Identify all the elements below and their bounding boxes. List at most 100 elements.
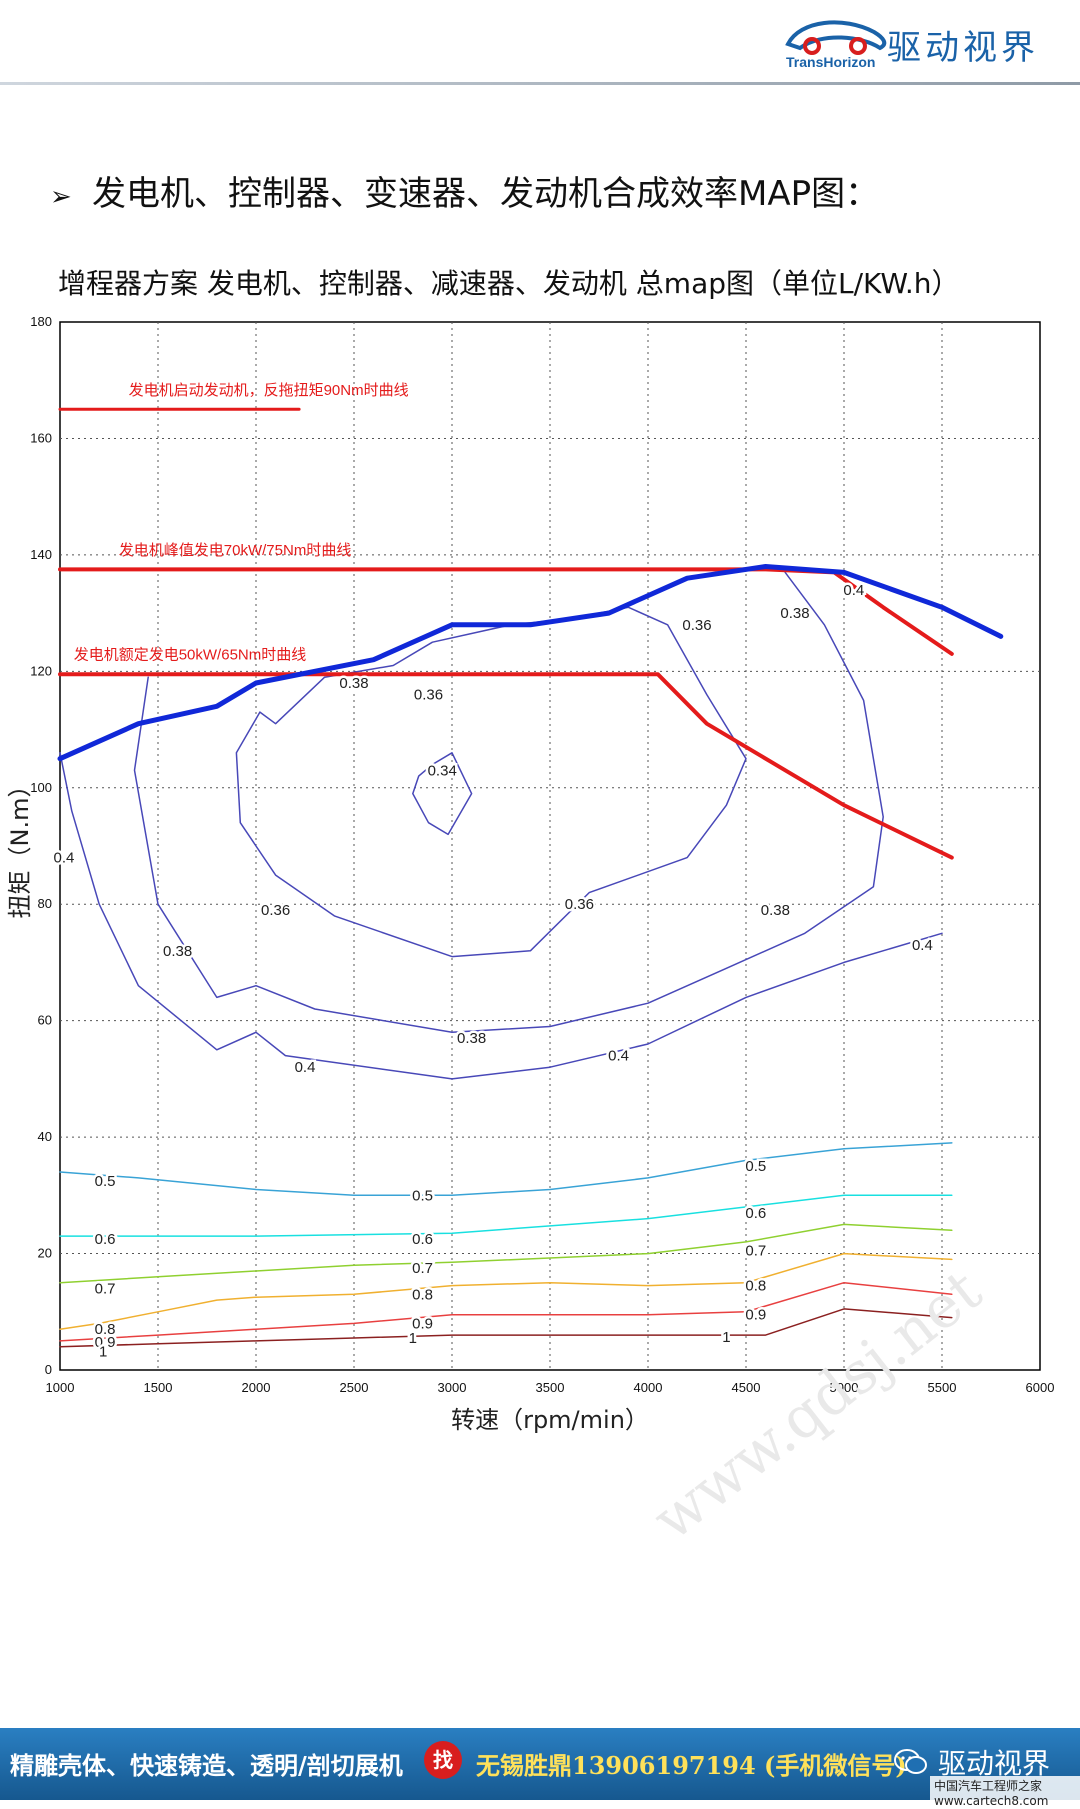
x-tick-label: 1000 [46,1380,75,1395]
x-tick-label: 5500 [928,1380,957,1395]
curve-annotation: 发电机峰值发电70kW/75Nm时曲线 [119,542,352,559]
logo-chinese: 驱动视界 [887,28,1039,68]
y-tick-label: 0 [45,1362,52,1377]
contour-label: 0.5 [95,1173,116,1190]
contour-label: 1 [99,1343,107,1360]
transhorizon-logo: TransHorizon 驱动视界 [782,14,1052,74]
contour-label-halo: 1 [409,1330,417,1347]
contour-label: 0.5 [745,1158,766,1175]
contour-label: 1 [409,1330,417,1347]
max-torque-curve [57,564,1004,762]
contour-line-0.34 [412,752,473,836]
contour-label: 0.9 [95,1334,116,1351]
contour-label-halo: 0.4 [608,1048,629,1065]
contour-label: 0.5 [412,1187,433,1204]
contour-label-halo: 0.5 [745,1158,766,1175]
x-tick-label: 1500 [144,1380,173,1395]
contour-label: 0.6 [745,1205,766,1222]
y-tick-label: 120 [30,663,52,678]
contour-line-0.38 [133,571,884,1034]
page-title: ➢ 发电机、控制器、变速器、发动机合成效率MAP图： [50,166,879,215]
contour-label-halo: 0.36 [414,687,443,704]
y-tick-label: 60 [38,1013,52,1028]
y-tick-label: 20 [38,1246,52,1261]
y-axis-label: 扭矩（N.m） [6,774,34,919]
curve-annotation: 发电机启动发动机，反拖扭矩90Nm时曲线 [129,382,409,399]
x-tick-label: 3500 [536,1380,565,1395]
generator-limit-line [58,672,954,860]
footer-ad-text: 精雕壳体、快速铸造、透明/剖切展机 [10,1751,403,1780]
contour-label-halo: 0.38 [761,902,790,919]
x-tick-label: 3000 [438,1380,467,1395]
contour-label: 0.4 [843,582,864,599]
bullet-arrow-icon: ➢ [50,182,72,212]
contour-label: 0.8 [95,1321,116,1338]
wechat-icon [894,1749,927,1774]
contour-line-0.7 [59,1223,953,1284]
contour-label: 0.8 [412,1286,433,1303]
contour-label: 0.4 [295,1059,316,1076]
contour-label-halo: 0.4 [295,1059,316,1076]
contour-line-0.6 [59,1194,953,1237]
contour-label-halo: 0.6 [412,1231,433,1248]
y-tick-label: 180 [30,314,52,329]
contour-label: 0.6 [95,1231,116,1248]
contour-label-halo: 0.38 [780,605,809,622]
y-tick-label: 140 [30,547,52,562]
x-tick-label: 4500 [732,1380,761,1395]
contour-label: 0.4 [53,850,74,867]
contour-label: 0.36 [682,617,711,634]
contour-label: 0.4 [912,937,933,954]
footer-brand: 驱动视界 [938,1747,1051,1780]
contour-label-halo: 0.7 [95,1280,116,1297]
contour-label: 0.7 [745,1243,766,1260]
contour-line-0.36 [235,606,747,958]
footer-contact: 无锡胜鼎13906197194 (手机微信号) [476,1751,907,1780]
x-tick-label: 2500 [340,1380,369,1395]
contour-line-0.5 [59,1142,953,1197]
contour-label: 0.9 [745,1307,766,1324]
logo-english: TransHorizon [786,54,876,70]
contour-line-0.8 [59,1252,953,1330]
x-tick-label: 2000 [242,1380,271,1395]
x-tick-label: 5000 [830,1380,859,1395]
contour-label: 0.6 [412,1231,433,1248]
contour-label-halo: 0.38 [163,943,192,960]
contour-label: 0.4 [608,1048,629,1065]
y-tick-label: 160 [30,430,52,445]
contour-label-halo: 0.38 [457,1030,486,1047]
contour-label: 0.7 [412,1260,433,1277]
contour-label-halo: 1 [722,1329,730,1346]
contour-label-halo: 0.7 [745,1243,766,1260]
car-logo-icon [785,20,887,55]
contour-label-halo: 0.6 [745,1205,766,1222]
contour-label-halo: 0.8 [745,1278,766,1295]
contour-label-halo: 0.5 [412,1187,433,1204]
contour-label-halo: 0.8 [95,1321,116,1338]
contour-line-1 [59,1308,953,1348]
contour-label-halo: 0.7 [412,1260,433,1277]
contour-label: 0.36 [414,687,443,704]
contour-label-halo: 0.8 [412,1286,433,1303]
contour-label: 0.38 [761,902,790,919]
contour-label-halo: 0.36 [261,902,290,919]
y-tick-label: 80 [38,896,52,911]
contour-line-0.4 [59,752,943,1080]
curve-annotation: 发电机额定发电50kW/65Nm时曲线 [74,647,307,664]
header-divider [0,82,1080,85]
x-tick-label: 4000 [634,1380,663,1395]
footer-banner: 精雕壳体、快速铸造、透明/剖切展机 找 无锡胜鼎13906197194 (手机微… [0,1728,1080,1800]
contour-label-halo: 0.36 [565,896,594,913]
contour-label-halo: 0.34 [428,762,457,779]
find-badge: 找 [424,1741,462,1779]
contour-label-halo: 0.9 [95,1334,116,1351]
contour-label: 0.36 [565,896,594,913]
contour-label: 1 [722,1329,730,1346]
contour-label: 0.38 [163,943,192,960]
slide-header: TransHorizon 驱动视界 [0,0,1080,85]
site-stamp: 中国汽车工程师之家 www.cartech8.com [930,1776,1080,1809]
y-tick-label: 100 [30,780,52,795]
contour-label-halo: 0.4 [53,850,74,867]
contour-label: 0.7 [95,1280,116,1297]
contour-line-0.9 [59,1281,953,1342]
